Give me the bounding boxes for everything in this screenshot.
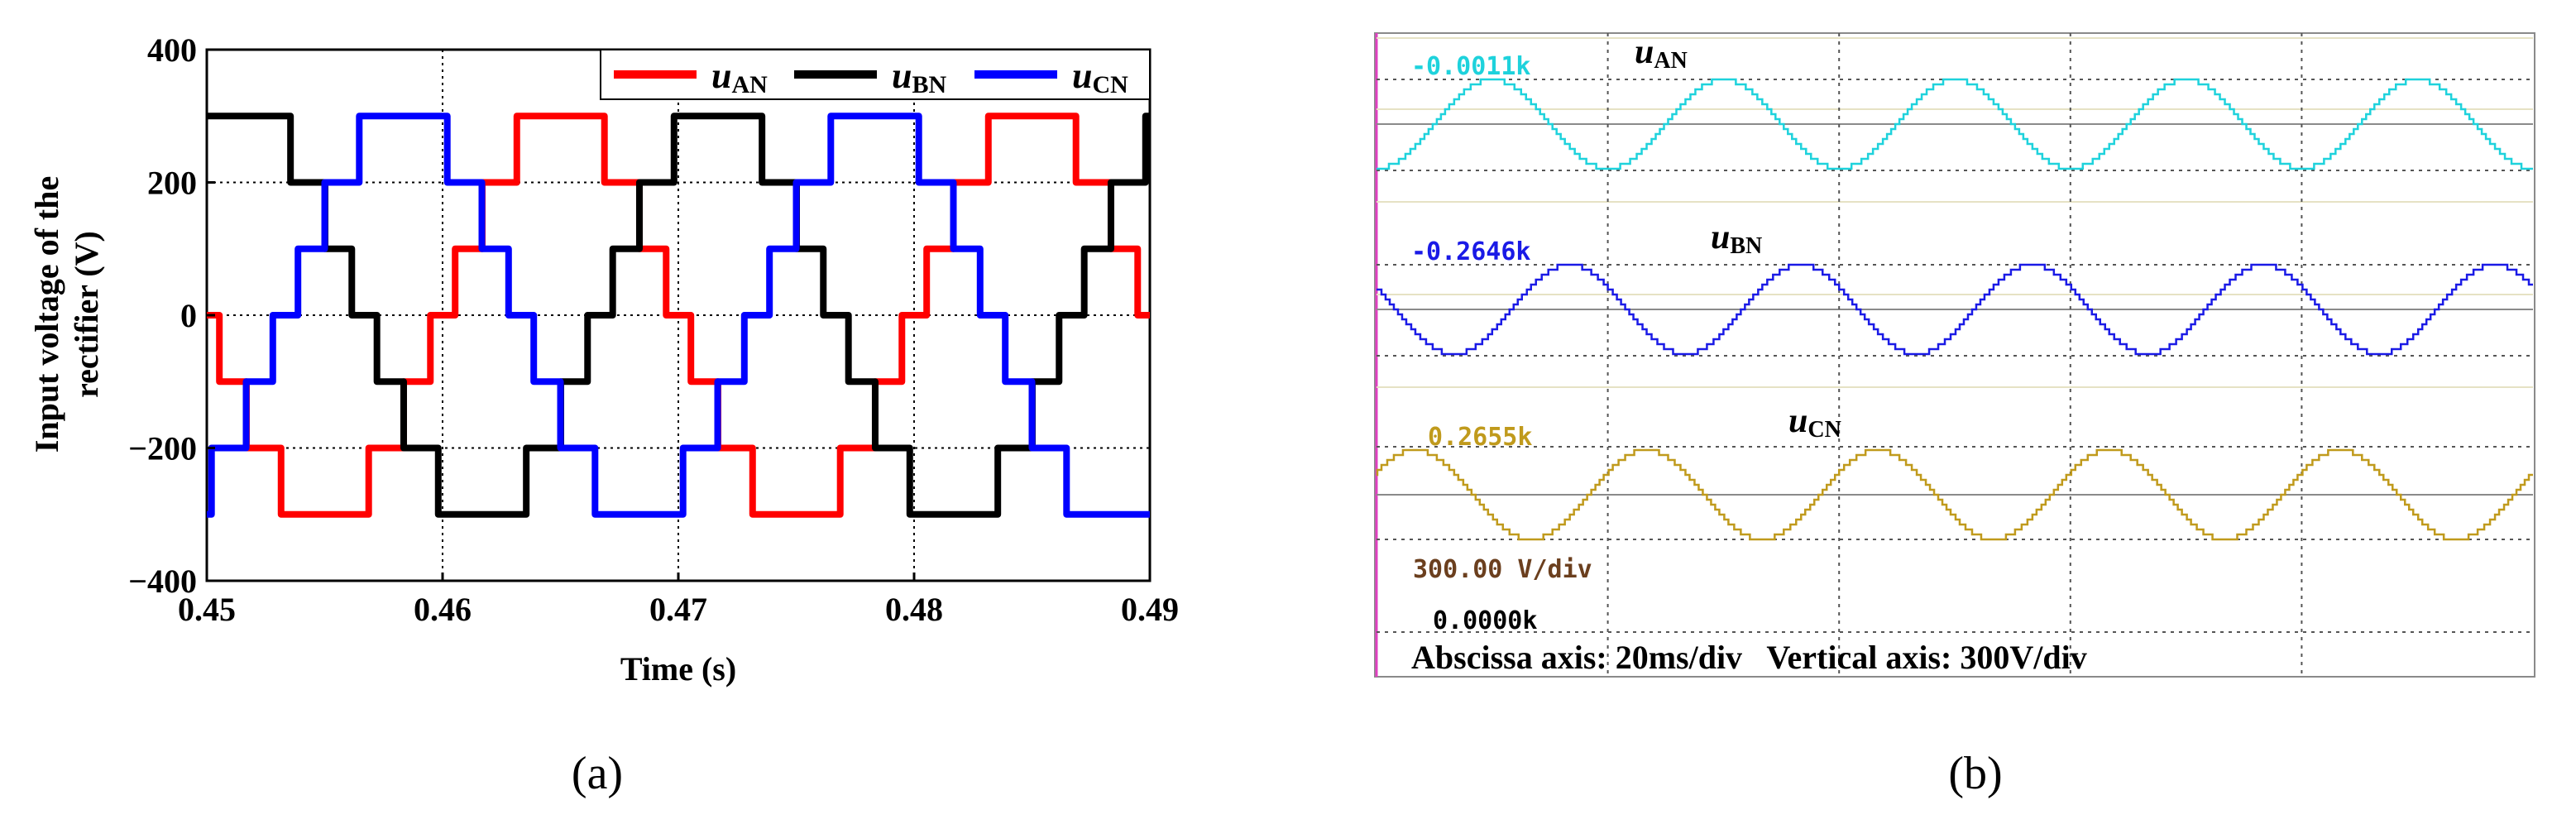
readout-uBN: -0.2646k (1411, 237, 1531, 266)
panel-a-y-tick-label: 400 (147, 31, 197, 69)
panel-a-x-tick-label: 0.46 (414, 591, 472, 628)
panel-a-y-axis-label: Input voltage of the rectifier (V) (28, 176, 105, 453)
panel-a-y-tick-label: 0 (180, 297, 197, 334)
series-line-uBN (203, 113, 1153, 518)
legend-label-uAN: uAN (711, 55, 768, 98)
panel-b-scope: -0.0011k -0.2646k 0.2655k uAN uBN uCN 30… (1374, 32, 2535, 678)
panel-b-caption: (b) (1948, 748, 2002, 799)
series-line-uCN (203, 113, 1153, 518)
scope-offset: 0.0000k (1433, 606, 1537, 635)
panel-a-x-axis-label: Time (s) (620, 650, 736, 687)
panel-a-chart: 0.45 0.46 0.47 0.48 0.49 −400 −200 0 200 400 uAN … (28, 31, 1179, 687)
panel-a-x-tick-label: 0.45 (178, 591, 236, 628)
y-axis-label-line1: Input voltage of the (28, 176, 65, 453)
scope-traces (1376, 78, 2533, 541)
scope-volts-per-div: 300.00 V/div (1413, 555, 1592, 584)
legend-label-uCN: uCN (1072, 55, 1128, 98)
panel-a-series (203, 113, 1153, 518)
panel-a-x-tick-label: 0.48 (885, 591, 943, 628)
panel-a-x-tick-label: 0.49 (1121, 591, 1179, 628)
scope-trace-uBN (1377, 263, 2533, 356)
scope-trace-uCN (1376, 448, 2533, 541)
readout-uAN: -0.0011k (1411, 52, 1531, 81)
series-line-uAN (203, 113, 1153, 518)
scope-trace-uAN (1377, 78, 2533, 170)
panel-a-x-tick-label: 0.47 (649, 591, 707, 628)
panel-a-legend: uAN uBN uCN (600, 49, 1151, 100)
panel-a-caption: (a) (572, 748, 623, 799)
trace-label-uAN: uAN (1635, 33, 1688, 74)
trace-label-uBN: uBN (1711, 218, 1762, 259)
panel-a-y-tick-label: 200 (147, 165, 197, 202)
scope-axis-caption: Abscissa axis: 20ms/div Vertical axis: 3… (1411, 639, 2087, 676)
trace-label-uCN: uCN (1788, 402, 1841, 443)
panel-a-y-tick-label: −200 (128, 430, 197, 467)
legend-label-uBN: uBN (892, 55, 946, 98)
panel-a-y-tick-label: −400 (128, 563, 197, 600)
panel-a-ticks: 0.45 0.46 0.47 0.48 0.49 −400 −200 0 200 400 (128, 31, 1179, 628)
y-axis-label-line2: rectifier (V) (68, 231, 105, 398)
readout-uCN: 0.2655k (1428, 423, 1532, 452)
